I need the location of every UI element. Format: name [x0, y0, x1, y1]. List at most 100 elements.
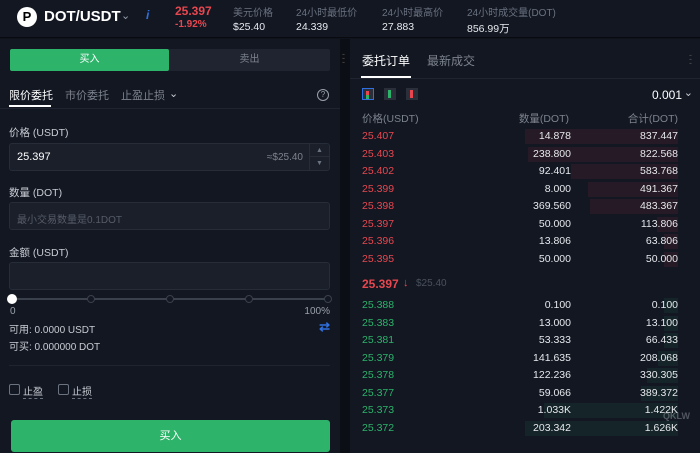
chevron-down-icon[interactable]: ⌄: [121, 10, 131, 22]
ask-row[interactable]: 25.403 238.800 822.568: [350, 146, 690, 163]
divider: [9, 365, 330, 366]
chevron-down-icon[interactable]: ⌄: [683, 87, 693, 99]
tab-market-order[interactable]: 市价委托: [65, 90, 109, 102]
polkadot-logo: P: [17, 7, 37, 27]
slider-min-label: 0: [10, 306, 16, 317]
order-total: 583.768: [640, 165, 678, 177]
tab-sell[interactable]: 卖出: [239, 54, 260, 65]
divider: [0, 108, 340, 109]
panel-divider[interactable]: [340, 39, 350, 453]
depth-bar: [664, 315, 678, 331]
order-book: 委托订单 最新成交 --- 0.001 ⌄ 价格(USDT) 数量(DOT) 合…: [350, 39, 700, 453]
mid-price-usd: $25.40: [416, 278, 447, 289]
tab-limit-order[interactable]: 限价委托: [9, 90, 53, 102]
stop-loss-checkbox[interactable]: [58, 384, 69, 395]
view-both-icon[interactable]: [362, 88, 374, 100]
slider-mark-75[interactable]: [245, 295, 253, 303]
order-price: 25.379: [362, 351, 395, 364]
order-quantity: 122.236: [533, 369, 571, 381]
amount-input[interactable]: [9, 262, 330, 290]
price-change: -1.92%: [175, 19, 207, 30]
view-bids-icon[interactable]: [384, 88, 396, 100]
percentage-slider[interactable]: [7, 294, 332, 304]
slider-mark-100[interactable]: [324, 295, 332, 303]
depth-bar: [588, 181, 678, 197]
price-input[interactable]: 25.397 ≈$25.40 ▲ ▼: [9, 143, 330, 171]
quantity-label: 数量 (DOT): [9, 187, 63, 199]
menu-icon[interactable]: ---: [689, 50, 692, 68]
transfer-icon[interactable]: ⇄: [319, 319, 330, 334]
price-usd-equivalent: ≈$25.40: [266, 152, 303, 163]
order-total: 13.100: [645, 316, 678, 329]
price-label: 价格 (USDT): [9, 127, 69, 139]
ask-row[interactable]: 25.407 14.878 837.447: [350, 128, 690, 145]
order-quantity: 13.806: [538, 235, 571, 247]
stop-loss-label[interactable]: 止损: [72, 383, 92, 399]
order-price: 25.407: [362, 130, 395, 142]
order-price: 25.377: [362, 386, 395, 399]
bid-row[interactable]: 25.381 53.333 66.433: [350, 332, 690, 349]
ask-row[interactable]: 25.402 92.401 583.768: [350, 163, 690, 180]
take-profit-label[interactable]: 止盈: [23, 383, 43, 399]
take-profit-checkbox[interactable]: [9, 384, 20, 395]
slider-mark-25[interactable]: [87, 295, 95, 303]
ask-row[interactable]: 25.399 8.000 491.367: [350, 181, 690, 198]
order-price: 25.402: [362, 165, 395, 177]
slider-max-label: 100%: [304, 306, 330, 317]
quantity-input[interactable]: 最小交易数量是0.1DOT: [9, 202, 330, 230]
help-icon[interactable]: ?: [317, 89, 329, 101]
slider-mark-50[interactable]: [166, 295, 174, 303]
bid-row[interactable]: 25.373 1.033K 1.422K: [350, 402, 690, 419]
tab-recent-trades[interactable]: 最新成交: [427, 54, 476, 68]
order-price: 25.388: [362, 299, 395, 311]
tab-buy[interactable]: 买入: [10, 49, 169, 71]
bid-row[interactable]: 25.372 203.342 1.626K: [350, 420, 690, 437]
tab-stop-order[interactable]: 止盈止损: [121, 90, 165, 102]
order-price: 25.399: [362, 182, 395, 195]
order-total: 837.447: [640, 130, 678, 142]
chevron-down-icon[interactable]: ⌄: [169, 88, 179, 100]
view-asks-icon[interactable]: [406, 88, 418, 100]
order-price: 25.403: [362, 147, 395, 160]
order-price: 25.398: [362, 200, 395, 212]
order-total: 63.806: [645, 235, 678, 247]
tab-order-book[interactable]: 委托订单: [362, 54, 411, 68]
order-total: 1.422K: [644, 404, 678, 416]
bid-row[interactable]: 25.378 122.236 330.305: [350, 367, 690, 384]
ask-row[interactable]: 25.395 50.000 50.000: [350, 251, 690, 268]
market-header: P DOT/USDT ⌄ i 25.397 -1.92% 美元价格 $25.40 …: [0, 0, 700, 38]
order-price: 25.373: [362, 404, 395, 416]
order-quantity: 1.033K: [537, 404, 571, 416]
pair-selector[interactable]: DOT/USDT: [44, 8, 121, 25]
order-price: 25.397: [362, 217, 395, 230]
bid-row[interactable]: 25.388 0.100 0.100: [350, 297, 690, 314]
order-price: 25.381: [362, 334, 395, 346]
order-total: 50.000: [645, 252, 678, 265]
bid-row[interactable]: 25.377 59.066 389.372: [350, 385, 690, 402]
order-quantity: 50.000: [538, 217, 571, 230]
precision-select[interactable]: 0.001: [651, 88, 682, 102]
bid-row[interactable]: 25.383 13.000 13.100: [350, 315, 690, 332]
depth-bar: [571, 164, 678, 179]
ask-row[interactable]: 25.396 13.806 63.806: [350, 233, 690, 250]
ask-row[interactable]: 25.397 50.000 113.806: [350, 216, 690, 233]
divider: [350, 78, 700, 79]
depth-bar: [544, 403, 678, 418]
increment-button[interactable]: ▲: [309, 144, 329, 157]
depth-bar: [527, 146, 678, 162]
depth-bar: [525, 420, 678, 436]
submit-buy-button[interactable]: 买入: [11, 420, 330, 452]
order-price: 25.372: [362, 421, 395, 434]
ask-row[interactable]: 25.398 369.560 483.367: [350, 198, 690, 215]
bid-row[interactable]: 25.379 141.635 208.068: [350, 350, 690, 367]
active-tab-indicator: [361, 76, 411, 78]
drag-handle-icon[interactable]: ---: [342, 49, 345, 67]
last-price: 25.397: [175, 4, 212, 18]
depth-bar: [657, 216, 678, 232]
slider-handle[interactable]: [7, 294, 17, 304]
depth-bar: [664, 298, 678, 313]
decrement-button[interactable]: ▼: [309, 157, 329, 170]
order-quantity: 50.000: [538, 252, 571, 265]
info-icon[interactable]: i: [146, 8, 150, 22]
order-quantity: 141.635: [533, 351, 571, 364]
